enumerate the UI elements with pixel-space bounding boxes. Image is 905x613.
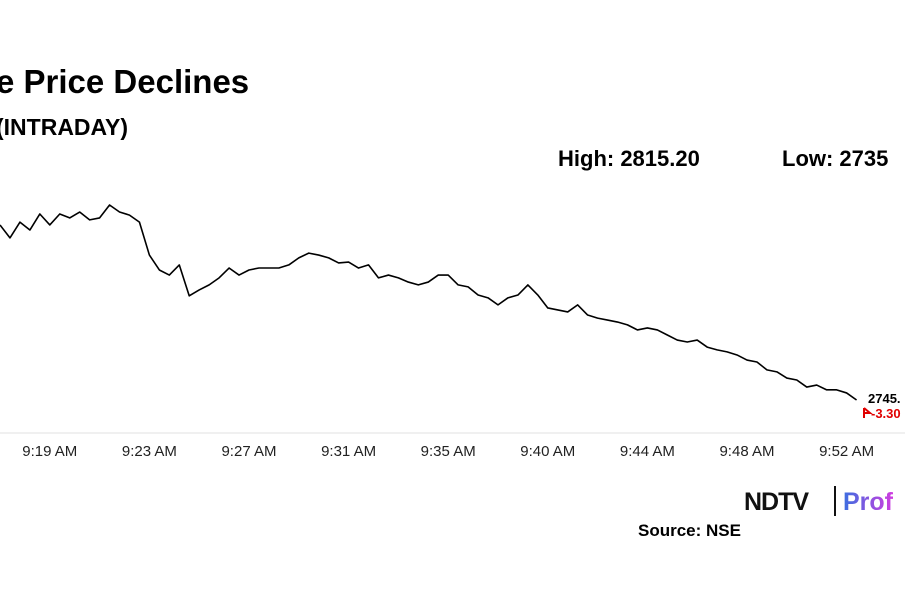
end-value-label: 2745. (868, 391, 901, 406)
chart-subtitle: (INTRADAY) (0, 114, 128, 140)
brand-suffix: Prof (843, 488, 894, 516)
change-label: -3.30 (871, 406, 901, 421)
x-tick-label: 9:27 AM (221, 443, 276, 460)
x-tick-label: 9:31 AM (321, 443, 376, 460)
x-tick-label: 9:23 AM (122, 443, 177, 460)
x-tick-label: 9:40 AM (520, 443, 575, 460)
low-label: Low: 2735 (782, 146, 888, 171)
x-tick-label: 9:35 AM (421, 443, 476, 460)
x-tick-label: 9:44 AM (620, 443, 675, 460)
source: Source: NSE (638, 521, 741, 540)
chart-title: e Price Declines (0, 63, 249, 100)
x-tick-label: 9:19 AM (22, 443, 77, 460)
x-tick-label: 9:48 AM (719, 443, 774, 460)
x-tick-label: 9:52 AM (819, 443, 874, 460)
price-line (0, 204, 858, 401)
change-arrow (863, 407, 873, 418)
high-label: High: 2815.20 (558, 146, 700, 171)
brand: NDTV (744, 488, 809, 516)
